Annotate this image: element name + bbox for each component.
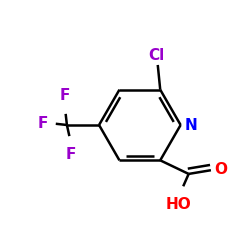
Text: N: N [185,118,198,132]
Text: F: F [59,88,70,103]
Text: O: O [214,162,227,177]
Text: Cl: Cl [148,48,165,63]
Text: F: F [38,116,48,131]
Text: F: F [66,147,76,162]
Text: HO: HO [166,198,192,212]
